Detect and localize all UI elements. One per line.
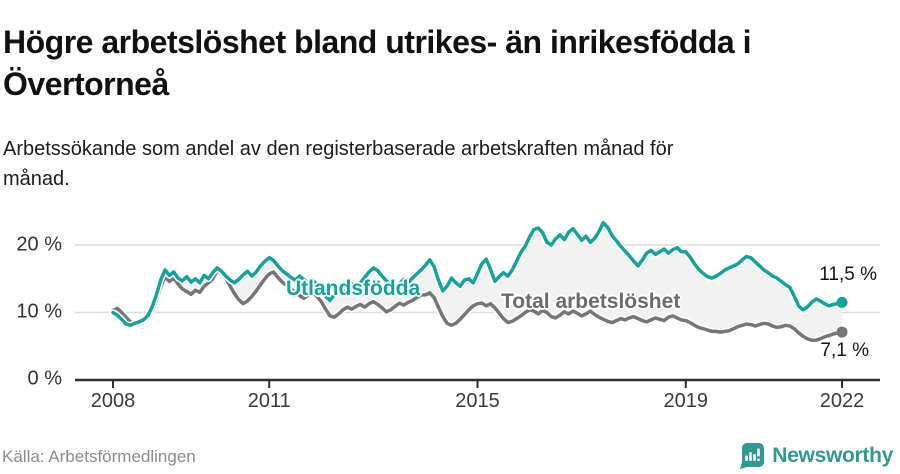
end-point-dots	[836, 296, 848, 338]
newsworthy-logo: Newsworthy	[738, 442, 893, 469]
brand-name: Newsworthy	[772, 443, 893, 467]
y-axis-label-0: 0 %	[27, 367, 62, 390]
x-axis-label-2019: 2019	[663, 390, 709, 412]
line-utlandsf-dda	[111, 220, 844, 328]
x-axis-label-2011: 2011	[247, 390, 291, 412]
end-value-label-total: 7,1 %	[820, 340, 869, 361]
line-total-arbetsl-shet	[111, 268, 844, 342]
end-dot-total-arbetsl-shet	[836, 326, 848, 338]
page-subtitle: Arbetssökande som andel av den registerb…	[3, 138, 674, 190]
series-label-total-arbetsloshet: Total arbetslöshet	[501, 290, 681, 313]
series-label-utlandsfodda: Utlandsfödda	[286, 277, 421, 300]
x-axis	[75, 378, 880, 388]
area-between-lines	[113, 222, 842, 341]
y-axis-label-20: 20 %	[16, 233, 62, 256]
page-title: Högre arbetslöshet bland utrikes- än inr…	[3, 24, 752, 103]
newsworthy-speech-bubble-bar-chart-icon	[740, 443, 765, 469]
x-axis-label-2008: 2008	[90, 390, 136, 412]
end-value-label-utlandsfodda: 11,5 %	[819, 264, 877, 285]
data-lines	[109, 219, 846, 344]
y-axis-label-10: 10 %	[16, 300, 62, 323]
end-dot-utlandsf-dda	[836, 296, 848, 308]
source-attribution: Källa: Arbetsförmedlingen	[2, 447, 196, 466]
x-axis-label-2015: 2015	[455, 390, 500, 412]
x-axis-label-2022: 2022	[819, 390, 865, 412]
